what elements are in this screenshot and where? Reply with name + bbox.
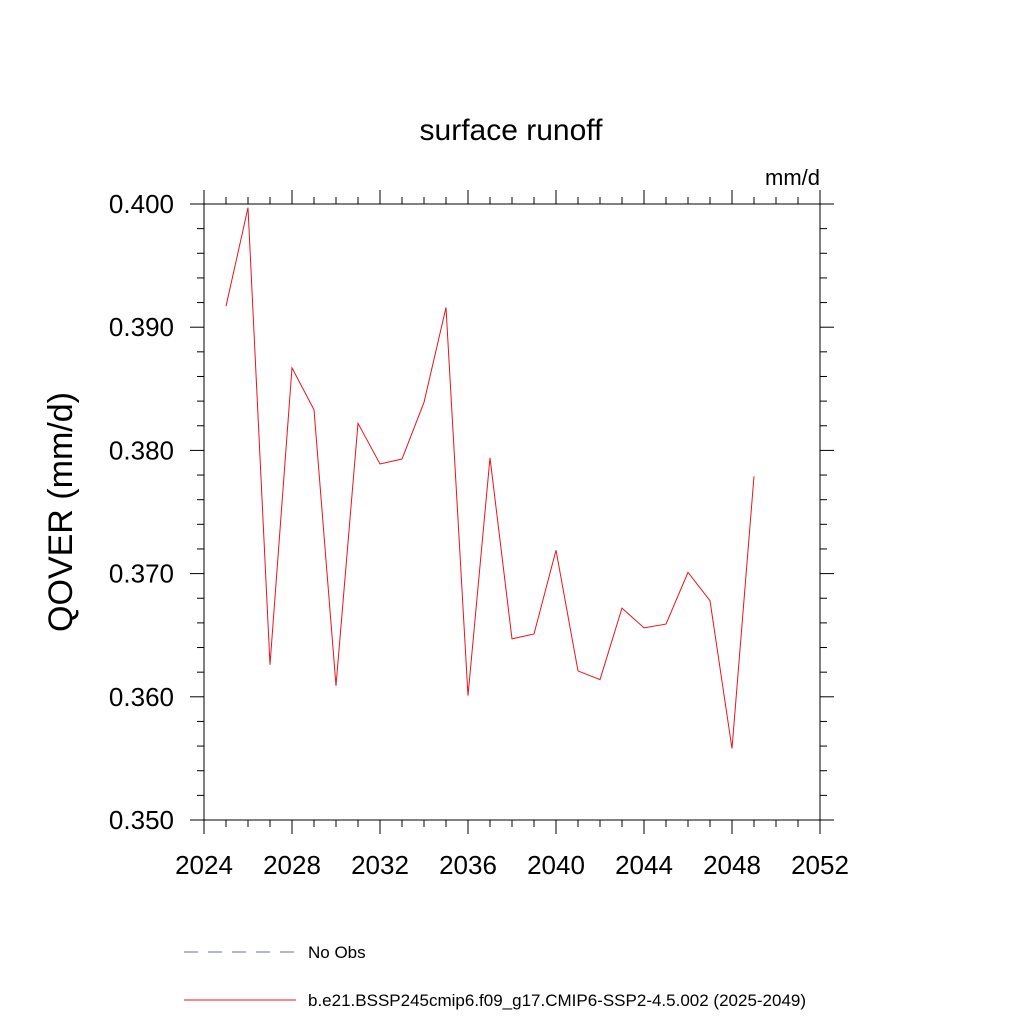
plot-area: 2024 2028 2032 2036 2040 2044 2048 2052 0.350 0.3… — [109, 189, 849, 880]
legend: No Obs b.e21.BSSP245cmip6.f09_g17.CMIP6-S… — [184, 943, 806, 1010]
x-tick-label: 2024 — [175, 850, 233, 880]
legend-label-1: b.e21.BSSP245cmip6.f09_g17.CMIP6-SSP2-4.… — [308, 991, 806, 1010]
x-tick-label: 2052 — [791, 850, 849, 880]
y-tick-label: 0.370 — [109, 559, 174, 589]
plot-frame — [203, 203, 821, 821]
y-axis-label: QOVER (mm/d) — [42, 392, 80, 632]
legend-label-0: No Obs — [308, 943, 366, 962]
x-tick-label: 2036 — [439, 850, 497, 880]
y-tick-label: 0.360 — [109, 682, 174, 712]
x-tick-label: 2044 — [615, 850, 673, 880]
x-tick-label: 2028 — [263, 850, 321, 880]
y-tick-label: 0.380 — [109, 435, 174, 465]
y-tick-label: 0.350 — [109, 805, 174, 835]
x-tick-label: 2040 — [527, 850, 585, 880]
y-tick-label: 0.390 — [109, 312, 174, 342]
x-tick-label: 2032 — [351, 850, 409, 880]
x-tick-label: 2048 — [703, 850, 761, 880]
units-label: mm/d — [765, 165, 820, 190]
series-line-1 — [225, 207, 755, 749]
y-tick-label: 0.400 — [109, 189, 174, 219]
chart-title: surface runoff — [420, 114, 604, 147]
